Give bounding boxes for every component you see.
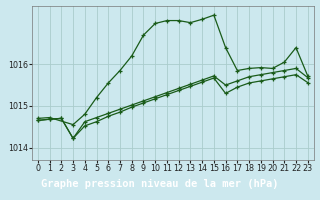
Text: Graphe pression niveau de la mer (hPa): Graphe pression niveau de la mer (hPa): [41, 179, 279, 189]
